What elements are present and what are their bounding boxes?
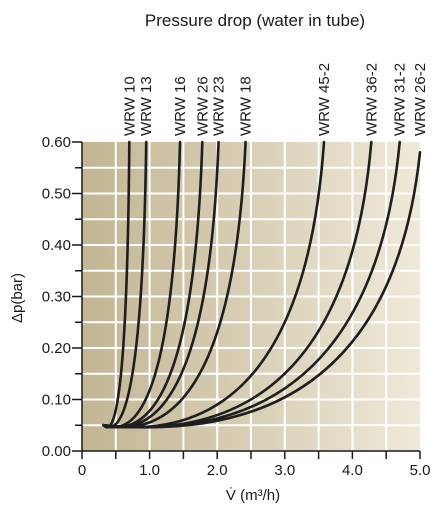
curves — [102, 140, 422, 429]
y-tick-label: 0.30 — [42, 289, 71, 306]
x-tick-label: 5.0 — [410, 462, 431, 479]
series-labels: WRW 10 WRW 13 WRW 16 WRW 26 WRW 23 WRW 18 WRW … — [121, 63, 429, 136]
y-tick-label: 0.20 — [42, 340, 71, 357]
ticks: 0.00 0.10 0.20 0.30 0.40 0.50 0.60 0 1.0 2.0 3.0 4.… — [42, 134, 431, 479]
x-axis-label: V̇ (m³/h) — [226, 487, 280, 504]
series-label: WRW 10 — [121, 76, 138, 136]
series-label: WRW 36-2 — [363, 63, 380, 136]
x-tick-label: 0 — [78, 462, 86, 479]
series-label: WRW 26-2 — [412, 63, 429, 136]
series-label: WRW 13 — [138, 76, 155, 136]
x-tick-label: 4.0 — [342, 462, 363, 479]
x-tick-label: 3.0 — [274, 462, 295, 479]
x-tick-label: 2.0 — [207, 462, 228, 479]
y-tick-label: 0.50 — [42, 186, 71, 203]
chart-title: Pressure drop (water in tube) — [145, 11, 365, 30]
series-label: WRW 16 — [172, 76, 189, 136]
series-label: WRW 23 — [211, 76, 228, 136]
y-axis-label: Δp(bar) — [9, 273, 26, 323]
series-label: WRW 26 — [194, 76, 211, 136]
series-label: WRW 45-2 — [316, 63, 333, 136]
y-tick-label: 0.60 — [42, 134, 71, 151]
y-tick-label: 0.40 — [42, 237, 71, 254]
y-tick-label: 0.00 — [42, 443, 71, 460]
curve-series — [102, 151, 422, 429]
x-tick-label: 1.0 — [139, 462, 160, 479]
series-label: WRW 18 — [238, 76, 255, 136]
y-tick-label: 0.10 — [42, 392, 71, 409]
series-label: WRW 31-2 — [392, 63, 409, 136]
